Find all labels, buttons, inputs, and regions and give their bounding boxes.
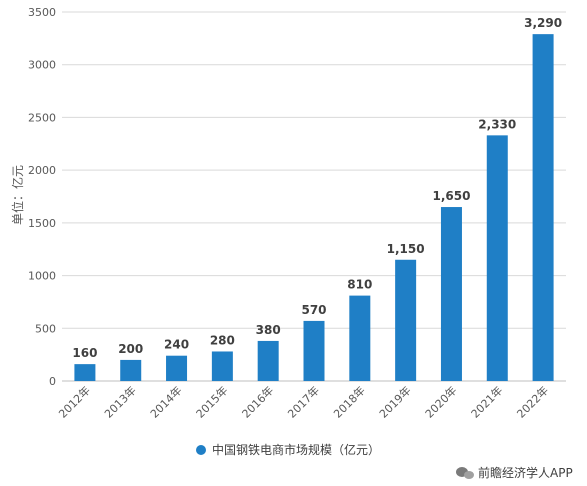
data-labels: 160 200 240 280 380 570 810 1,150 1,650 2,330 3,29… — [72, 16, 562, 360]
x-tick-label: 2016年 — [239, 383, 276, 420]
y-tick-label: 0 — [49, 375, 56, 388]
data-label: 240 — [164, 338, 189, 352]
data-label: 380 — [256, 323, 281, 337]
legend-label: 中国钢铁电商市场规模（亿元） — [212, 442, 380, 457]
legend: 中国钢铁电商市场规模（亿元） — [196, 442, 380, 457]
y-tick-label: 3000 — [28, 59, 56, 72]
y-tick-label: 2000 — [28, 164, 56, 177]
x-tick-label: 2019年 — [376, 383, 413, 420]
y-tick-label: 1500 — [28, 217, 56, 230]
bar — [211, 351, 233, 381]
y-tick-label: 3500 — [28, 6, 56, 19]
x-axis-ticks: 2012年 2013年 2014年 2015年 2016年 2017年 2018年 2019年… — [56, 383, 552, 420]
x-tick-label: 2013年 — [101, 383, 138, 420]
data-label: 1,150 — [387, 242, 425, 256]
bar — [486, 135, 508, 381]
legend-marker — [196, 445, 206, 455]
y-tick-label: 500 — [35, 322, 56, 335]
data-label: 200 — [118, 342, 143, 356]
data-label: 3,290 — [524, 16, 562, 30]
x-tick-label: 2022年 — [514, 383, 551, 420]
y-axis-ticks: 0 500 1000 1500 2000 2500 3000 3500 — [28, 6, 56, 388]
data-label: 280 — [210, 333, 235, 347]
bar — [395, 259, 417, 381]
data-label: 2,330 — [478, 117, 516, 131]
bar — [257, 340, 279, 381]
data-label: 810 — [347, 278, 372, 292]
x-tick-label: 2020年 — [422, 383, 459, 420]
gridlines — [62, 11, 566, 329]
y-tick-label: 1000 — [28, 270, 56, 283]
x-tick-label: 2018年 — [330, 383, 367, 420]
source-text: 前瞻经济学人APP — [478, 465, 573, 480]
bar — [532, 34, 554, 381]
bar — [166, 355, 188, 381]
data-label: 160 — [72, 346, 97, 360]
bar — [349, 295, 371, 381]
x-tick-label: 2015年 — [193, 383, 230, 420]
x-tick-label: 2012年 — [56, 383, 93, 420]
data-label: 570 — [301, 303, 326, 317]
bar — [303, 320, 325, 381]
source-credit: 前瞻经济学人APP — [456, 465, 573, 480]
bars — [74, 34, 554, 381]
data-label: 1,650 — [432, 189, 470, 203]
x-tick-label: 2014年 — [147, 383, 184, 420]
x-tick-label: 2021年 — [468, 383, 505, 420]
bar — [120, 359, 142, 381]
bar — [74, 364, 96, 381]
y-tick-label: 2500 — [28, 111, 56, 124]
x-tick-label: 2017年 — [285, 383, 322, 420]
bar — [440, 207, 462, 381]
y-axis-label: 单位：亿元 — [10, 165, 25, 225]
wechat-icon — [456, 467, 474, 479]
